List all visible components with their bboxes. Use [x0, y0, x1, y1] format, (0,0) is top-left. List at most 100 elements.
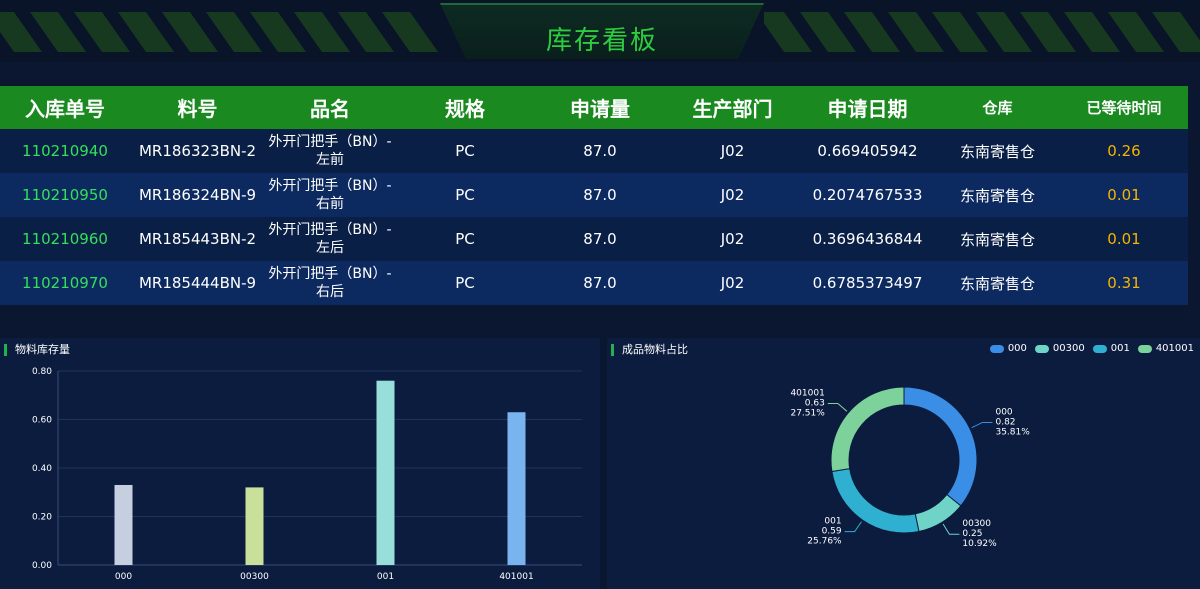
slice-label: 401001	[790, 389, 824, 399]
column-header: 规格	[445, 97, 485, 121]
quantity-cell: 87.0	[583, 274, 617, 292]
legend-label: 401001	[1155, 343, 1194, 354]
legend-item[interactable]: 00300	[1034, 343, 1085, 354]
header-bar: 库存看板	[0, 0, 1200, 62]
table-body: 110210940 MR186323BN-2 外开门把手（BN）- 左前 PC 87.0 J…	[0, 129, 1188, 305]
warehouse-cell: 东南寄售仓	[959, 274, 1035, 293]
inventory-table: 入库单号 料号 品名 规格 申请量 生产部门 申请日期 仓库 已等待时间 110…	[0, 86, 1188, 305]
product-name-line2: 右后	[316, 284, 344, 300]
bar-401001	[507, 412, 526, 565]
date-cell: 0.6785373497	[812, 274, 923, 292]
table-row[interactable]: 110210940 MR186323BN-2 外开门把手（BN）- 左前 PC 87.0 J…	[0, 129, 1188, 173]
product-name-cell: 外开门把手（BN）- 左后	[265, 221, 395, 257]
slice-label: 0.82	[995, 417, 1015, 427]
product-name-line2: 右前	[316, 196, 344, 212]
order-number-cell: 110210950	[22, 186, 108, 204]
spec-cell: PC	[455, 274, 475, 292]
warehouse-cell: 东南寄售仓	[959, 186, 1035, 205]
table-row[interactable]: 110210960 MR185443BN-2 外开门把手（BN）- 左后 PC 87.0 J…	[0, 217, 1188, 261]
legend-swatch	[1092, 344, 1107, 353]
date-cell: 0.2074767533	[812, 186, 923, 204]
page-title: 库存看板	[545, 26, 658, 56]
slice-label: 0.59	[822, 527, 842, 537]
department-cell: J02	[720, 274, 745, 292]
bar-000	[114, 484, 133, 565]
department-cell: J02	[720, 142, 745, 160]
column-header: 仓库	[982, 99, 1013, 117]
title-tab	[440, 3, 764, 59]
y-tick-label: 0.80	[32, 367, 52, 377]
y-tick-label: 0.00	[32, 561, 52, 571]
quantity-cell: 87.0	[583, 230, 617, 248]
y-tick-label: 0.20	[32, 513, 52, 523]
slice-label: 10.92%	[962, 539, 997, 549]
bar-001	[376, 380, 395, 565]
legend-item[interactable]: 001	[1092, 343, 1130, 354]
donut-slice-001	[831, 468, 920, 534]
pie-legend: 000 00300 001 401001	[989, 343, 1194, 354]
bar-chart-title: 物料库存量	[4, 344, 70, 356]
wait-time-cell: 0.31	[1107, 274, 1141, 292]
spec-cell: PC	[455, 186, 475, 204]
wait-time-cell: 0.01	[1107, 186, 1141, 204]
slice-label: 0.63	[805, 399, 825, 409]
slice-label: 25.76%	[807, 537, 842, 547]
wait-time-cell: 0.26	[1107, 142, 1141, 160]
leader-line	[971, 421, 993, 429]
bar-00300	[245, 487, 264, 565]
x-tick-label: 001	[377, 572, 394, 582]
wait-time-cell: 0.01	[1107, 230, 1141, 248]
order-number-cell: 110210940	[22, 142, 108, 160]
donut-slice-401001	[830, 386, 905, 473]
column-header: 品名	[310, 97, 350, 121]
table-row[interactable]: 110210970 MR185444BN-9 外开门把手（BN）- 右后 PC 87.0 J…	[0, 261, 1188, 305]
department-cell: J02	[720, 230, 745, 248]
quantity-cell: 87.0	[583, 142, 617, 160]
order-number-cell: 110210970	[22, 274, 108, 292]
y-tick-label: 0.40	[32, 464, 52, 474]
column-header: 料号	[177, 97, 218, 121]
product-name-line2: 左前	[316, 152, 344, 168]
slice-label: 00300	[962, 519, 991, 529]
legend-swatch	[1137, 344, 1152, 353]
spec-cell: PC	[455, 230, 475, 248]
table-row[interactable]: 110210950 MR186324BN-9 外开门把手（BN）- 右前 PC 87.0 J…	[0, 173, 1188, 217]
product-name-line1: 外开门把手（BN）-	[268, 266, 392, 282]
order-number-cell: 110210960	[22, 230, 108, 248]
bar-chart-panel: 物料库存量 0.00 0.20 0.40 0.60 0.80 000 00300 001 401…	[0, 338, 600, 589]
legend-item[interactable]: 401001	[1137, 343, 1194, 354]
bar-chart: 0.00 0.20 0.40 0.60 0.80 000 00300 001 401001	[32, 367, 582, 582]
column-header: 入库单号	[25, 97, 105, 121]
product-name-cell: 外开门把手（BN）- 左前	[265, 133, 395, 169]
warehouse-cell: 东南寄售仓	[959, 142, 1035, 161]
legend-label: 001	[1110, 343, 1130, 354]
product-name-line2: 左后	[316, 240, 344, 256]
product-name-line1: 外开门把手（BN）-	[268, 222, 392, 238]
quantity-cell: 87.0	[583, 186, 617, 204]
x-tick-label: 00300	[240, 572, 269, 582]
part-number-cell: MR185443BN-2	[138, 230, 257, 248]
column-header: 申请日期	[827, 97, 908, 121]
date-cell: 0.669405942	[817, 142, 918, 160]
table-header: 入库单号 料号 品名 规格 申请量 生产部门 申请日期 仓库 已等待时间	[0, 86, 1188, 129]
spec-cell: PC	[455, 142, 475, 160]
donut-slice-00300	[914, 493, 962, 533]
donut-slice-000	[903, 386, 978, 507]
slice-label: 000	[995, 407, 1012, 417]
product-name-line1: 外开门把手（BN）-	[268, 134, 392, 150]
pie-chart-panel: 成品物料占比 000 00300 001 401001 000 0.82 35.81% 00…	[607, 338, 1200, 589]
header-decor-left	[0, 12, 440, 52]
date-cell: 0.3696436844	[812, 230, 923, 248]
y-tick-label: 0.60	[32, 416, 52, 426]
legend-label: 00300	[1052, 343, 1085, 354]
header-decor-right	[764, 12, 1200, 52]
product-name-line1: 外开门把手（BN）-	[268, 178, 392, 194]
column-header: 申请量	[570, 97, 630, 121]
product-name-cell: 外开门把手（BN）- 右后	[265, 265, 395, 301]
legend-swatch	[989, 344, 1004, 353]
slice-label: 27.51%	[790, 409, 825, 419]
x-tick-label: 401001	[499, 572, 533, 582]
slice-label: 0.25	[962, 529, 982, 539]
legend-swatch	[1034, 344, 1049, 353]
legend-item[interactable]: 000	[989, 343, 1027, 354]
